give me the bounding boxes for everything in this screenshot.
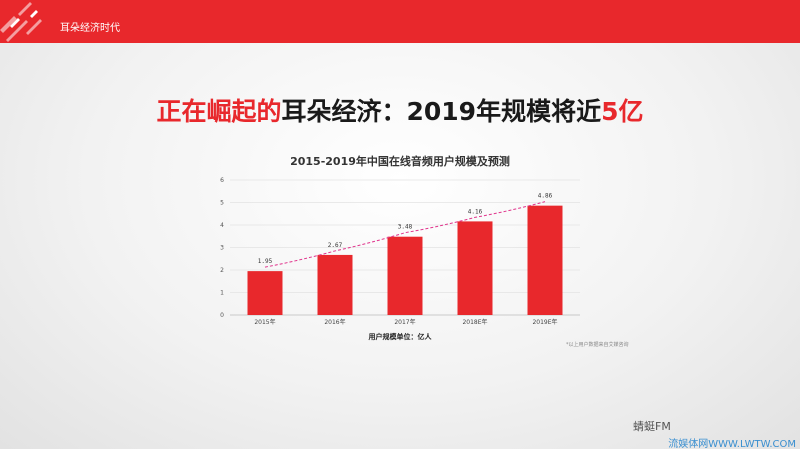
bar — [387, 236, 423, 315]
source-note: *以上用户数据来自艾媒咨询 — [566, 342, 629, 348]
header-bar — [0, 0, 800, 43]
brand-logo: 蜻蜓FM — [633, 420, 671, 433]
x-tick-label: 2016年 — [324, 318, 345, 326]
bar-value-label: 2.67 — [328, 242, 343, 249]
header-decoration — [0, 0, 52, 43]
x-tick-label: 2015年 — [254, 318, 275, 326]
y-tick-label: 3 — [220, 245, 224, 252]
bar-chart: 0 1 2 3 4 5 6 1.95 2015年 2.67 2016年 3.48 2017年 4.16 20… — [220, 177, 580, 326]
bar-value-label: 1.95 — [258, 258, 273, 265]
y-tick-label: 6 — [220, 177, 224, 184]
headline-part-3: 5亿 — [601, 97, 644, 126]
bar — [317, 254, 353, 315]
x-tick-label: 2018E年 — [462, 318, 487, 326]
bar — [527, 205, 563, 315]
x-tick-label: 2019E年 — [532, 318, 557, 326]
watermark: 流娱体网WWW.LWTW.COM — [668, 439, 796, 449]
bar-value-label: 4.86 — [538, 193, 553, 200]
x-axis-label: 用户规模单位：亿人 — [368, 333, 432, 341]
y-tick-label: 2 — [220, 267, 224, 274]
y-tick-label: 1 — [220, 290, 224, 297]
y-tick-label: 5 — [220, 200, 224, 207]
y-tick-label: 4 — [220, 222, 224, 229]
chart-title: 2015-2019年中国在线音频用户规模及预测 — [290, 155, 510, 168]
page-headline: 正在崛起的耳朵经济：2019年规模将近5亿 — [0, 92, 800, 128]
trend-line — [264, 201, 546, 268]
bar — [247, 271, 283, 315]
x-tick-label: 2017年 — [394, 318, 415, 326]
headline-part-2: 耳朵经济：2019年规模将近 — [281, 97, 602, 126]
bar-value-label: 3.48 — [398, 224, 413, 231]
bar-value-label: 4.16 — [468, 208, 483, 215]
y-tick-label: 0 — [220, 312, 224, 319]
headline-part-1: 正在崛起的 — [156, 97, 282, 126]
header-title: 耳朵经济时代 — [60, 23, 120, 34]
bar — [457, 221, 493, 315]
